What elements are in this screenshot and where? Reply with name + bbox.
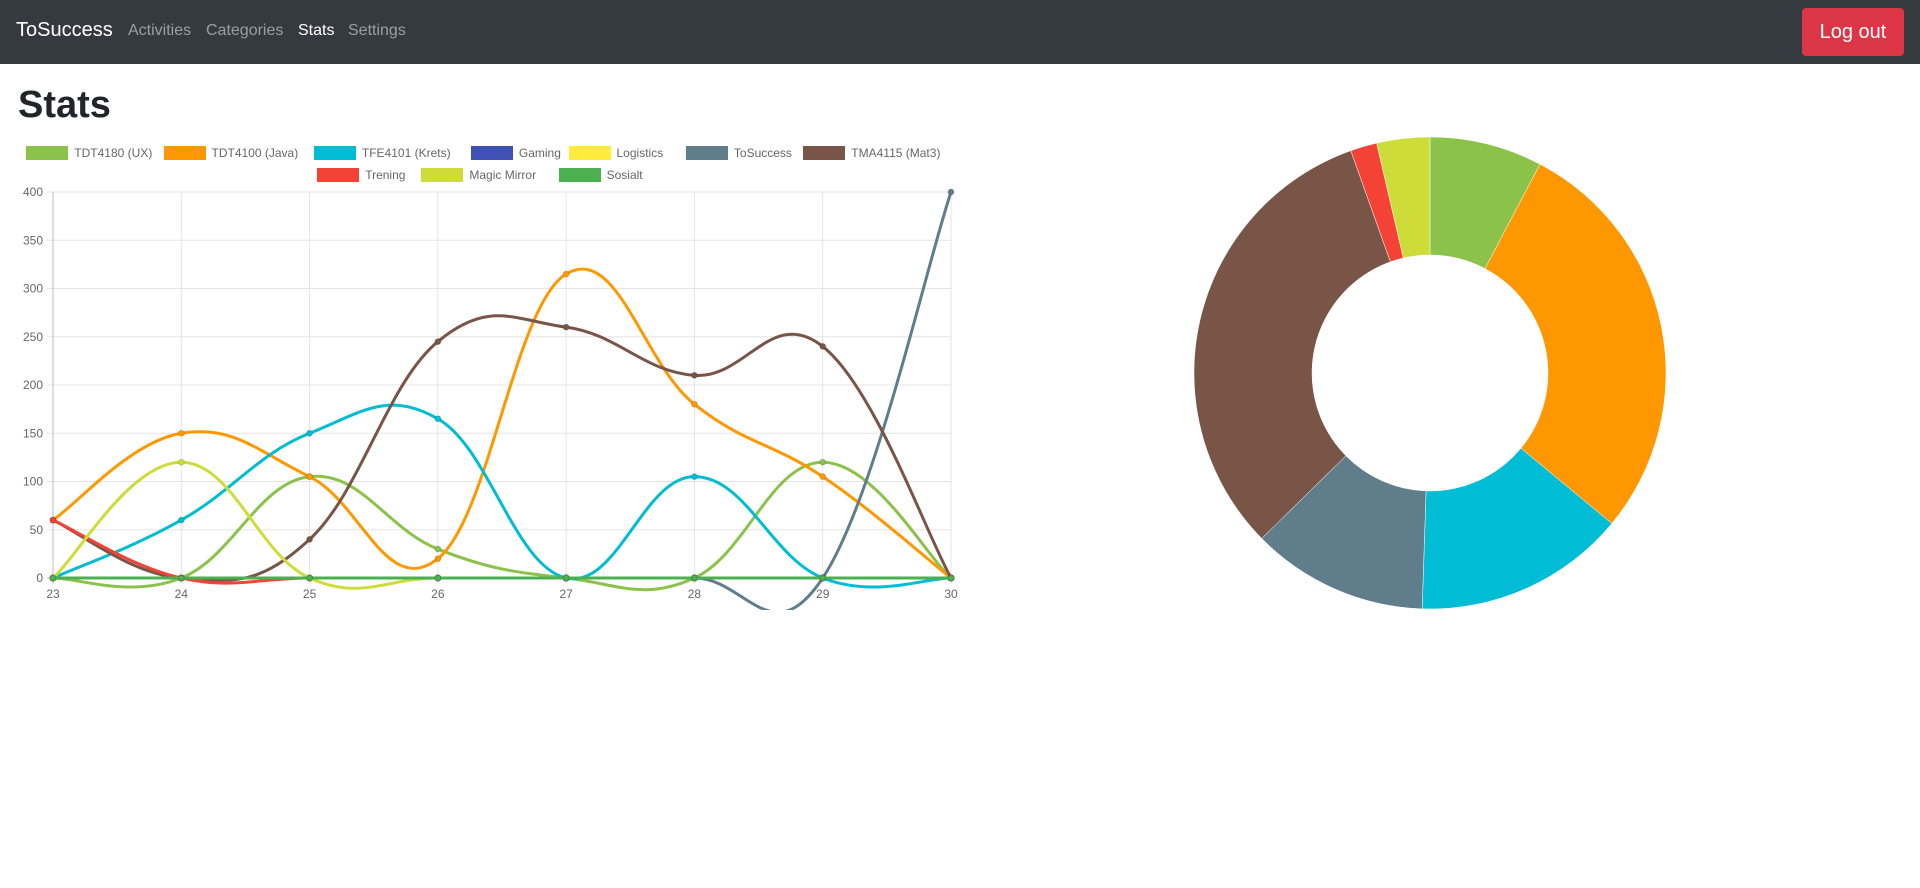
data-point-sosialt — [562, 574, 570, 582]
data-point-tdt4100-java — [562, 270, 570, 278]
x-tick-label: 28 — [688, 587, 702, 601]
x-tick-label: 24 — [175, 587, 189, 601]
pie-slice-tosuccess — [1261, 455, 1427, 610]
x-tick-label: 30 — [944, 587, 958, 601]
data-point-tma4115-mat3 — [562, 323, 570, 331]
data-point-tfe4101-krets — [306, 429, 314, 437]
nav-link-stats[interactable]: Stats — [298, 22, 335, 39]
data-point-sosialt — [177, 574, 185, 582]
navbar: ToSuccess Activities Categories Stats Se… — [0, 0, 1920, 64]
y-tick-label: 0 — [36, 571, 43, 585]
data-point-trening — [49, 516, 57, 524]
data-point-tdt4100-java — [690, 400, 698, 408]
legend-label: TFE4101 (Krets) — [361, 146, 451, 160]
nav-link-categories[interactable]: Categories — [206, 22, 284, 39]
y-tick-label: 400 — [23, 185, 43, 199]
legend-label: TDT4100 (Java) — [211, 146, 299, 160]
y-tick-label: 100 — [23, 475, 43, 489]
y-tick-label: 250 — [23, 330, 43, 344]
series-line-tdt4180-ux — [52, 460, 953, 592]
data-point-tdt4100-java — [306, 473, 314, 481]
legend-label: Logistics — [616, 146, 664, 160]
doughnut-chart — [1193, 136, 1667, 610]
legend-swatch — [163, 146, 206, 160]
pie-slice-tfe4101-krets — [1421, 447, 1613, 610]
nav-link-settings[interactable]: Settings — [348, 22, 406, 39]
legend-label: Trening — [365, 168, 406, 182]
data-point-tma4115-mat3 — [690, 371, 698, 379]
y-tick-label: 300 — [23, 282, 43, 296]
data-point-tosuccess — [947, 188, 955, 196]
legend-swatch — [26, 146, 69, 160]
pie-slice-magic-mirror — [1376, 136, 1431, 259]
legend-swatch — [421, 168, 464, 182]
series-line-tma4115-mat3 — [52, 314, 953, 582]
legend-label: Sosialt — [606, 168, 643, 182]
data-point-tfe4101-krets — [690, 473, 698, 481]
legend-swatch — [313, 146, 356, 160]
data-point-tma4115-mat3 — [434, 338, 442, 346]
x-tick-label: 27 — [559, 587, 573, 601]
data-point-sosialt — [690, 574, 698, 582]
pie-slice-tdt4100-java — [1484, 163, 1667, 524]
legend-label: Magic Mirror — [469, 168, 537, 182]
legend-swatch — [558, 168, 601, 182]
x-tick-label: 29 — [816, 587, 830, 601]
y-tick-label: 50 — [30, 523, 44, 537]
legend-swatch — [685, 146, 728, 160]
legend-label: Gaming — [518, 146, 561, 160]
line-chart: 0 50 100 150 200 250 300 350 400 23 24 25 26 27 28 29 30 — [23, 185, 958, 610]
data-point-tfe4101-krets — [177, 516, 185, 524]
page-title: Stats — [18, 84, 111, 126]
data-point-tdt4100-java — [434, 555, 442, 563]
series-line-tosuccess — [53, 191, 953, 610]
legend-swatch — [470, 146, 513, 160]
legend-label: TMA4115 (Mat3) — [851, 146, 941, 160]
y-tick-label: 200 — [23, 378, 43, 392]
pie-slice-tma4115-mat3 — [1193, 150, 1391, 539]
data-point-sosialt — [49, 574, 57, 582]
data-point-tdt4180-ux — [819, 458, 827, 466]
y-tick-label: 150 — [23, 426, 43, 440]
legend-label: ToSuccess — [733, 146, 792, 160]
data-point-tdt4180-ux — [434, 545, 442, 553]
data-point-tdt4100-java — [177, 429, 185, 437]
data-point-sosialt — [947, 574, 955, 582]
legend-swatch — [568, 146, 611, 160]
data-point-sosialt — [819, 574, 827, 582]
data-point-sosialt — [306, 574, 314, 582]
legend-label: TDT4180 (UX) — [74, 146, 153, 160]
x-tick-label: 23 — [46, 587, 60, 601]
series-line-tfe4101-krets — [52, 403, 952, 589]
nav-link-activities[interactable]: Activities — [128, 22, 192, 39]
x-tick-label: 26 — [431, 587, 445, 601]
data-point-tma4115-mat3 — [819, 342, 827, 350]
brand-link[interactable]: ToSuccess — [16, 19, 113, 41]
data-point-tfe4101-krets — [434, 415, 442, 423]
data-point-magic-mirror — [177, 458, 185, 466]
data-point-tma4115-mat3 — [306, 535, 314, 543]
logout-button[interactable]: Log out — [1802, 8, 1904, 56]
x-tick-label: 25 — [303, 587, 317, 601]
legend-swatch — [317, 168, 360, 182]
data-point-sosialt — [434, 574, 442, 582]
data-point-tdt4100-java — [819, 473, 827, 481]
legend-swatch — [803, 146, 846, 160]
series-line-tdt4100-java — [52, 267, 952, 580]
y-tick-label: 350 — [23, 233, 43, 247]
